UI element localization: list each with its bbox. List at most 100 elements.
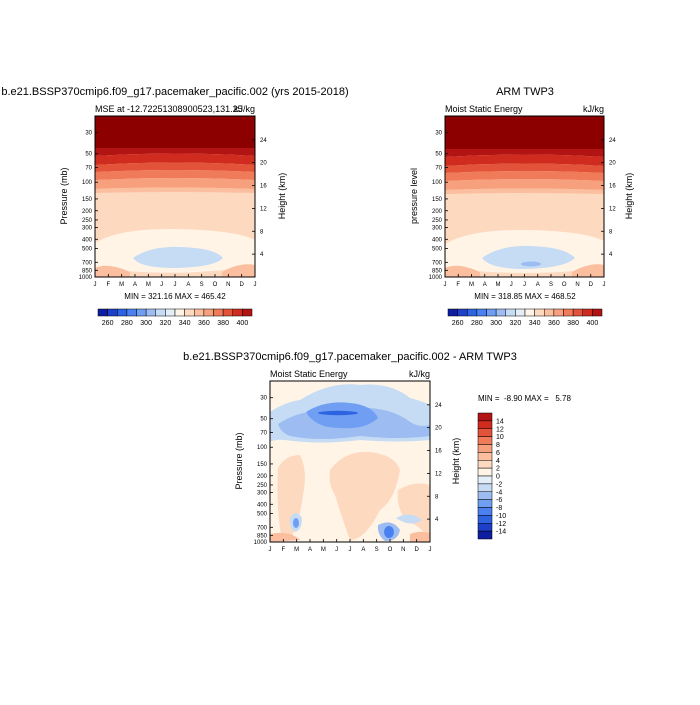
- colorbar-swatch: [534, 308, 545, 317]
- x-tick-label: O: [213, 282, 218, 288]
- colorbar-swatch: [107, 308, 118, 317]
- colorbar-swatch: [194, 308, 205, 317]
- x-tick-label: N: [401, 547, 405, 553]
- colorbar-swatch: [145, 308, 156, 317]
- colorbar-label: 400: [587, 320, 599, 327]
- panel-a-title: b.e21.BSSP370cmip6.f09_g17.pacemaker_pac…: [1, 86, 348, 98]
- y-tick-label: 30: [260, 396, 267, 402]
- colorbar-swatch: [242, 308, 253, 317]
- y-right-tick-label: 24: [260, 138, 267, 144]
- y-tick-label: 1000: [429, 275, 443, 281]
- panel-a-field: [95, 116, 255, 277]
- colorbar-swatch: [553, 308, 564, 317]
- panel-b-field: [445, 116, 604, 277]
- colorbar-label: 12: [496, 426, 504, 433]
- colorbar-swatch: [457, 308, 468, 317]
- colorbar-swatch: [477, 436, 493, 445]
- y-right-tick-label: 4: [435, 517, 439, 523]
- colorbar-swatch: [477, 467, 493, 477]
- y-tick-label: 50: [260, 417, 267, 423]
- colorbar-label: -4: [496, 489, 502, 496]
- y-right-tick-label: 16: [609, 184, 616, 190]
- y-tick-label: 70: [260, 431, 267, 437]
- colorbar-swatch: [213, 308, 224, 317]
- panel-a-ylabel-right: Height (km): [277, 173, 287, 220]
- x-tick-label: A: [186, 282, 190, 288]
- panel-b-colorbar: 260 280 300 320 340 360 380 400: [447, 308, 603, 327]
- x-tick-label: J: [335, 547, 338, 553]
- x-tick-label: M: [321, 547, 326, 553]
- y-right-tick-label: 16: [260, 184, 267, 190]
- panel-b-title: ARM TWP3: [496, 86, 554, 98]
- colorbar-label: 260: [452, 320, 464, 327]
- colorbar-label: 360: [548, 320, 560, 327]
- y-tick-label: 50: [85, 152, 92, 158]
- colorbar-label: 8: [496, 442, 500, 449]
- colorbar-label: 14: [496, 418, 504, 425]
- panel-c-right-string: kJ/kg: [409, 369, 430, 379]
- y-tick-label: 300: [257, 490, 268, 496]
- colorbar-label: 260: [102, 320, 114, 327]
- x-tick-label: O: [388, 547, 393, 553]
- y-tick-label: 200: [82, 209, 93, 215]
- colorbar-swatch: [184, 308, 195, 317]
- colorbar-swatch: [544, 308, 555, 317]
- colorbar-label: 400: [237, 320, 249, 327]
- colorbar-swatch: [572, 308, 583, 317]
- colorbar-label: 340: [179, 320, 191, 327]
- colorbar-swatch: [477, 530, 493, 540]
- x-tick-label: A: [536, 282, 540, 288]
- colorbar-label: -6: [496, 497, 502, 504]
- panel-c-field: [270, 381, 430, 542]
- colorbar-label: 280: [121, 320, 133, 327]
- colorbar-swatch: [467, 308, 478, 317]
- x-tick-label: M: [146, 282, 151, 288]
- colorbar-label: 280: [471, 320, 483, 327]
- colorbar-label: 0: [496, 474, 500, 481]
- y-tick-label: 200: [432, 209, 443, 215]
- colorbar-label: 300: [140, 320, 152, 327]
- y-tick-label: 30: [435, 131, 442, 137]
- y-tick-label: 30: [85, 131, 92, 137]
- colorbar-label: 360: [198, 320, 210, 327]
- x-tick-label: O: [562, 282, 567, 288]
- x-tick-label: J: [94, 282, 97, 288]
- y-tick-label: 700: [432, 260, 443, 266]
- x-tick-label: M: [119, 282, 124, 288]
- colorbar-swatch: [477, 499, 493, 508]
- y-tick-label: 150: [257, 462, 268, 468]
- x-tick-label: D: [239, 282, 244, 288]
- x-tick-label: F: [456, 282, 460, 288]
- colorbar-swatch: [582, 308, 593, 317]
- y-right-tick-label: 8: [609, 229, 613, 235]
- x-tick-label: F: [106, 282, 110, 288]
- panel-c-stats: MIN = -8.90 MAX = 5.78: [478, 394, 571, 403]
- y-right-tick-label: 4: [260, 252, 264, 258]
- colorbar-label: 6: [496, 450, 500, 457]
- colorbar-label: 300: [490, 320, 502, 327]
- colorbar-label: -2: [496, 481, 502, 488]
- colorbar-swatch: [126, 308, 137, 317]
- y-tick-label: 70: [435, 166, 442, 172]
- colorbar-swatch: [524, 308, 535, 317]
- y-tick-label: 500: [82, 246, 93, 252]
- x-tick-label: M: [496, 282, 501, 288]
- x-tick-label: D: [414, 547, 419, 553]
- colorbar-label: 4: [496, 458, 500, 465]
- panel-c-ylabel: Pressure (mb): [234, 432, 244, 489]
- colorbar-swatch: [174, 308, 185, 317]
- x-tick-label: S: [200, 282, 204, 288]
- colorbar-label: 320: [510, 320, 522, 327]
- y-tick-label: 300: [432, 225, 443, 231]
- y-right-tick-label: 20: [260, 161, 267, 167]
- y-tick-label: 850: [82, 268, 93, 274]
- panel-a-ylabel: Pressure (mb): [59, 167, 69, 224]
- y-tick-label: 250: [257, 483, 268, 489]
- y-tick-label: 850: [257, 533, 268, 539]
- panel-b-right-string: kJ/kg: [583, 104, 604, 114]
- y-tick-label: 700: [82, 260, 93, 266]
- y-tick-label: 100: [82, 180, 93, 186]
